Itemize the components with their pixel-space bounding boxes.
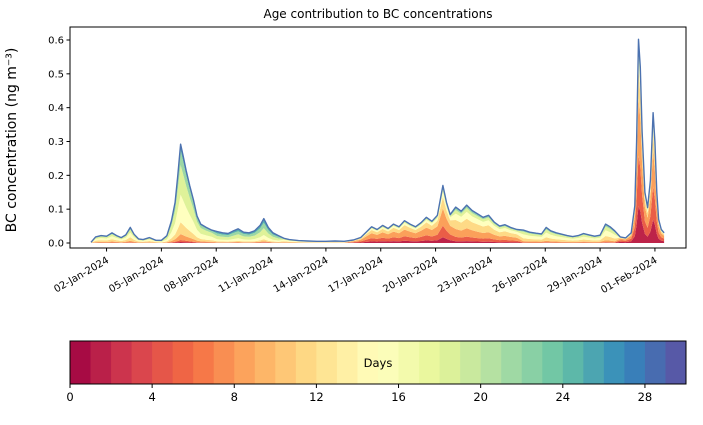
y-axis-label: BC concentration (ng m⁻³)	[4, 48, 20, 233]
colorbar-cell	[336, 341, 358, 384]
y-tick-label: 0.2	[48, 171, 64, 182]
colorbar-cell	[460, 341, 482, 384]
x-tick-label: 20-Jan-2024	[381, 255, 440, 295]
x-tick-label: 01-Feb-2024	[599, 255, 659, 296]
total-line	[90, 38, 665, 243]
y-tick-label: 0.6	[48, 36, 64, 47]
colorbar-border	[69, 340, 687, 385]
colorbar-cell	[234, 341, 256, 384]
y-tick-label: 0.4	[48, 103, 64, 114]
x-tick-label: 08-Jan-2024	[162, 255, 221, 295]
colorbar-tick-label: 16	[391, 390, 406, 404]
colorbar-tick-label: 4	[148, 390, 155, 404]
colorbar-cell	[665, 341, 687, 384]
colorbar-cell	[583, 341, 605, 384]
colorbar-cell	[172, 341, 194, 384]
x-tick-label: 26-Jan-2024	[491, 255, 550, 295]
colorbar-cell	[90, 341, 112, 384]
colorbar-cell	[316, 341, 338, 384]
colorbar-cell	[419, 341, 441, 384]
colorbar-cell	[542, 341, 564, 384]
colorbar-tick-label: 8	[231, 390, 238, 404]
x-tick-label: 14-Jan-2024	[272, 255, 331, 295]
colorbar-cell	[624, 341, 646, 384]
plot-border	[69, 26, 687, 249]
x-tick-label: 23-Jan-2024	[436, 255, 495, 295]
colorbar-cell	[501, 341, 523, 384]
colorbar-tick-label: 28	[638, 390, 653, 404]
colorbar-cell	[193, 341, 215, 384]
x-tick-label: 02-Jan-2024	[52, 255, 111, 295]
colorbar-tick-label: 20	[473, 390, 488, 404]
colorbar-cell	[213, 341, 235, 384]
y-tick-label: 0.0	[48, 239, 64, 250]
chart-render-layer: 0.0 0.1 0.2 0.3 0.4 0.5 0.6 02-Jan-202405-Jan-2…	[48, 26, 687, 404]
age-band-4	[91, 57, 665, 243]
colorbar-cell	[357, 341, 379, 384]
colorbar-cell	[603, 341, 625, 384]
colorbar-cell	[152, 341, 174, 384]
x-tick-label: 05-Jan-2024	[107, 255, 166, 295]
x-tick-label: 11-Jan-2024	[217, 255, 276, 295]
colorbar-tick-label: 0	[66, 390, 73, 404]
colorbar-cell	[644, 341, 666, 384]
colorbar-tick-label: 12	[309, 390, 324, 404]
colorbar-cell	[398, 341, 420, 384]
age-band-5	[91, 51, 665, 243]
colorbar-cell	[275, 341, 297, 384]
colorbar-label: Days	[364, 356, 393, 370]
colorbar-tick-label: 24	[555, 390, 570, 404]
colorbar-cell	[254, 341, 276, 384]
y-tick-label: 0.5	[48, 69, 64, 80]
colorbar-cell	[439, 341, 461, 384]
colorbar-cell	[295, 341, 317, 384]
chart-title: Age contribution to BC concentrations	[263, 7, 492, 21]
y-tick-label: 0.3	[48, 137, 64, 148]
colorbar-cell	[131, 341, 153, 384]
colorbar-cell	[521, 341, 543, 384]
y-tick-label: 0.1	[48, 205, 64, 216]
colorbar-cell	[480, 341, 502, 384]
x-tick-label: 17-Jan-2024	[327, 255, 386, 295]
colorbar-cell	[111, 341, 133, 384]
x-tick-label: 29-Jan-2024	[546, 255, 605, 295]
colorbar-cell	[562, 341, 584, 384]
colorbar-cell	[378, 341, 400, 384]
colorbar-cell	[70, 341, 92, 384]
